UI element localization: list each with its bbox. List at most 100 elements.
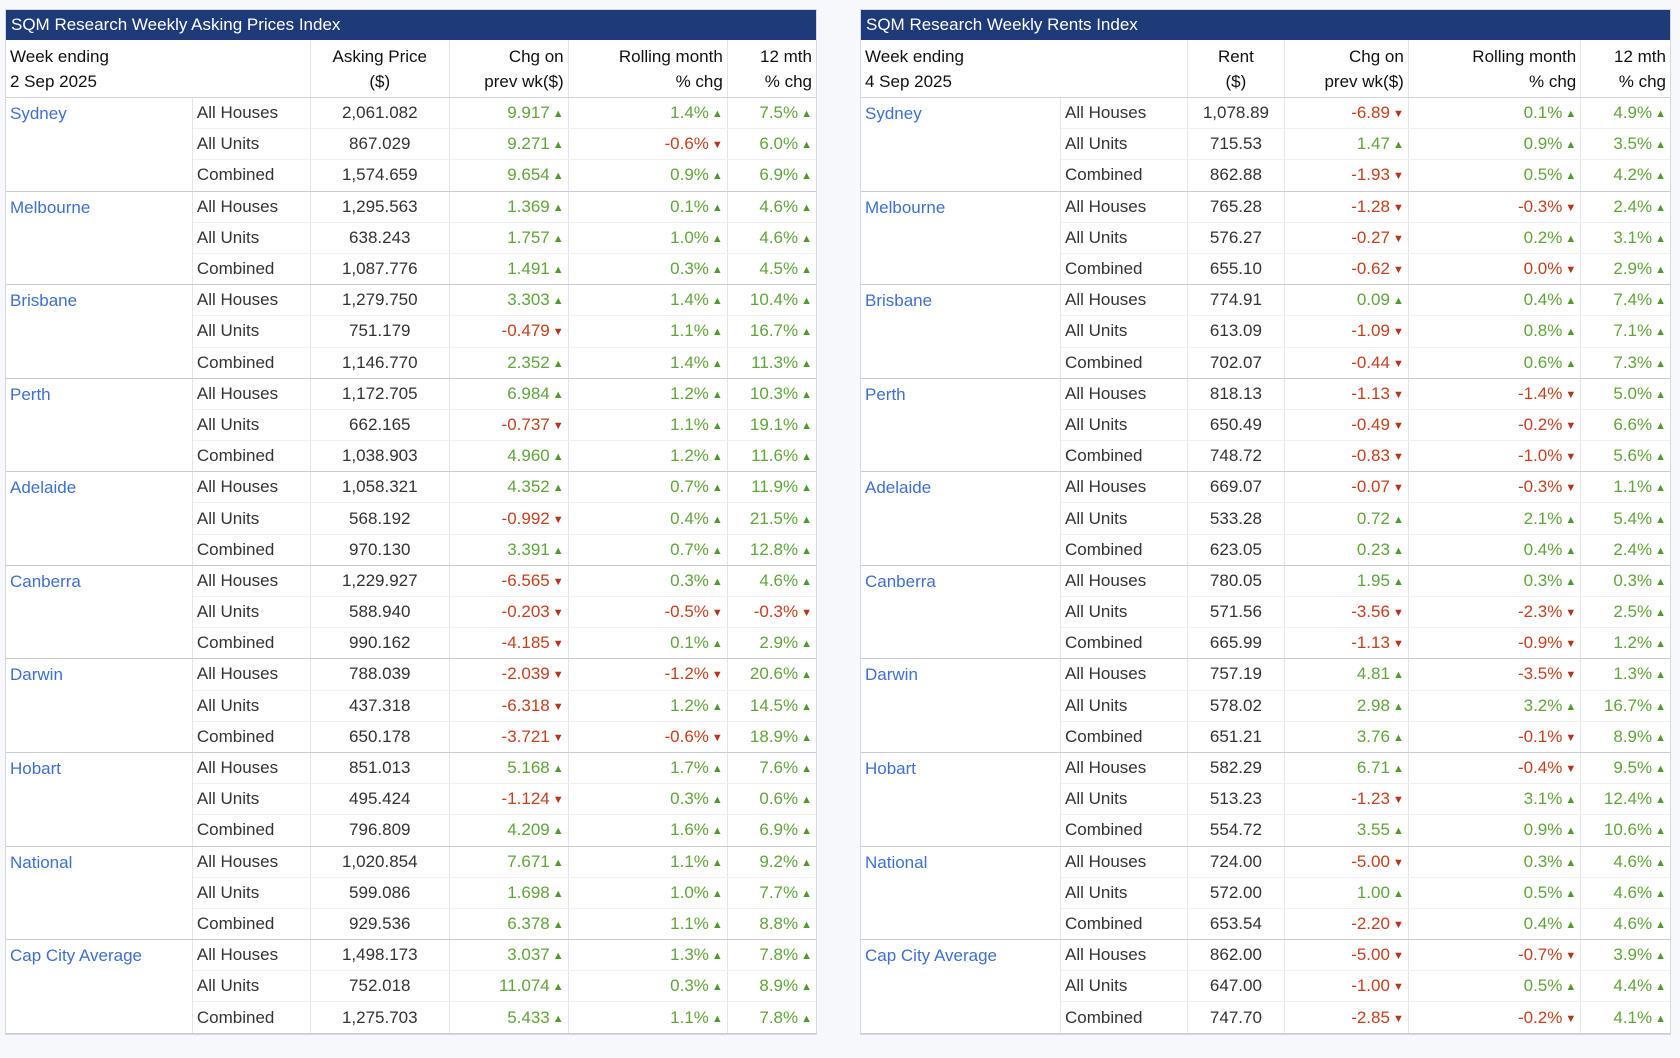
twelve-month-change-value: 20.6%: [749, 664, 799, 684]
index-value: 1,295.563: [310, 191, 450, 223]
table-row: All Units 613.09 -1.09 ▼ 0.8% ▲ 7.1% ▲: [861, 315, 1670, 348]
index-value: 757.19: [1187, 658, 1285, 691]
index-value: 990.162: [310, 627, 450, 660]
table-row: Darwin All Houses 757.19 4.81 ▲ -3.5% ▼ 1.3% ▲: [861, 658, 1670, 753]
rolling-month-change-value: 0.1%: [670, 633, 709, 653]
city-link[interactable]: Melbourne: [861, 191, 1061, 286]
city-link[interactable]: Canberra: [861, 565, 1061, 660]
city-link[interactable]: National: [861, 846, 1061, 941]
weekly-change-value: -0.203: [501, 602, 550, 622]
table-row: National All Houses 1,020.854 7.671 ▲ 1.1% ▲ 9.…: [6, 846, 816, 941]
dwelling-type: Combined: [192, 253, 311, 286]
city-link[interactable]: Canberra: [6, 565, 193, 660]
triangle-down-icon: ▼: [711, 731, 723, 744]
triangle-up-icon: ▲: [801, 170, 812, 183]
weekly-change-value: -2.039: [501, 664, 550, 684]
twelve-month-change: 7.3% ▲: [1580, 347, 1670, 379]
rolling-month-change: -0.2% ▼: [1408, 1001, 1582, 1034]
city-link[interactable]: Cap City Average: [861, 939, 1061, 1034]
city-link[interactable]: National: [6, 846, 193, 941]
triangle-up-icon: ▲: [711, 357, 723, 370]
city-link[interactable]: Sydney: [861, 97, 1061, 192]
weekly-change-value: 6.378: [507, 913, 550, 933]
table-row: Cap City Average All Houses 862.00 -5.00 ▼ -0…: [861, 939, 1670, 1034]
triangle-up-icon: ▲: [711, 794, 723, 807]
triangle-down-icon: ▼: [552, 700, 564, 713]
dwelling-type: Combined: [192, 534, 311, 566]
weekly-change: 0.72 ▲: [1284, 502, 1409, 535]
table-row: All Units 572.00 1.00 ▲ 0.5% ▲ 4.6% ▲: [861, 877, 1670, 909]
table-row: Adelaide All Houses 1,058.321 4.352 ▲ 0.7% ▲ 11…: [6, 471, 816, 566]
weekly-change-value: 3.55: [1356, 820, 1390, 840]
twelve-month-change-value: 10.3%: [749, 383, 799, 403]
triangle-up-icon: ▲: [1655, 139, 1666, 152]
triangle-down-icon: ▼: [552, 513, 564, 526]
triangle-up-icon: ▲: [711, 638, 723, 651]
index-value: 970.130: [310, 534, 450, 566]
rolling-month-change-value: -0.6%: [664, 134, 709, 154]
twelve-month-change: 5.0% ▲: [1580, 378, 1670, 410]
triangle-up-icon: ▲: [1655, 1012, 1666, 1025]
triangle-up-icon: ▲: [1565, 794, 1577, 807]
city-link[interactable]: Brisbane: [861, 284, 1061, 379]
twelve-month-change-value: 4.5%: [759, 259, 799, 279]
city-link[interactable]: Perth: [861, 378, 1061, 473]
index-value: 662.165: [310, 409, 450, 442]
city-link[interactable]: Cap City Average: [6, 939, 193, 1034]
table-row: Hobart All Houses 851.013 5.168 ▲ 1.7% ▲ 7.6% ▲: [6, 752, 816, 847]
weekly-change-value: -2.85: [1351, 1007, 1390, 1027]
rolling-month-change: 1.1% ▲: [568, 1001, 728, 1034]
city-link[interactable]: Darwin: [6, 658, 193, 753]
triangle-up-icon: ▲: [1655, 856, 1666, 869]
dwelling-type: All Units: [192, 315, 311, 348]
triangle-up-icon: ▲: [1565, 170, 1577, 183]
twelve-month-change-value: 4.6%: [1613, 851, 1653, 871]
table-row: All Units 599.086 1.698 ▲ 1.0% ▲ 7.7% ▲: [6, 877, 816, 909]
asking-prices-panel: SQM Research Weekly Asking Prices Index …: [5, 9, 817, 1035]
dwelling-type: All Units: [1060, 690, 1189, 722]
city-link[interactable]: Sydney: [6, 97, 193, 192]
rolling-month-change-value: 1.1%: [670, 913, 709, 933]
triangle-up-icon: ▲: [801, 232, 812, 245]
dwelling-type: Combined: [1060, 908, 1189, 941]
triangle-up-icon: ▲: [552, 825, 564, 838]
weekly-change-value: 1.47: [1356, 134, 1390, 154]
table-row: Combined 702.07 -0.44 ▼ 0.6% ▲ 7.3% ▲: [861, 347, 1670, 379]
city-link[interactable]: Perth: [6, 378, 193, 473]
triangle-up-icon: ▲: [801, 794, 812, 807]
triangle-up-icon: ▲: [801, 295, 812, 308]
city-link[interactable]: Brisbane: [6, 284, 193, 379]
triangle-down-icon: ▼: [1392, 482, 1404, 495]
rolling-month-change-value: 0.0%: [1523, 259, 1563, 279]
triangle-up-icon: ▲: [1565, 232, 1577, 245]
index-value: 653.54: [1187, 908, 1285, 941]
triangle-down-icon: ▼: [1392, 981, 1404, 994]
rolling-month-change-value: 1.1%: [670, 851, 709, 871]
city-link[interactable]: Adelaide: [6, 471, 193, 566]
city-link[interactable]: Adelaide: [861, 471, 1061, 566]
triangle-up-icon: ▲: [1655, 918, 1666, 931]
weekly-change-value: -1.13: [1351, 633, 1390, 653]
weekly-change-value: 0.09: [1356, 290, 1390, 310]
city-link[interactable]: Hobart: [6, 752, 193, 847]
weekly-change-value: -1.93: [1351, 165, 1390, 185]
rolling-month-change: 1.0% ▲: [568, 222, 728, 254]
city-link[interactable]: Darwin: [861, 658, 1061, 753]
triangle-up-icon: ▲: [552, 887, 564, 900]
table-row: Combined 1,146.770 2.352 ▲ 1.4% ▲ 11.3% ▲: [6, 347, 816, 379]
city-link[interactable]: Hobart: [861, 752, 1061, 847]
table-row: Combined 1,574.659 9.654 ▲ 0.9% ▲ 6.9% ▲: [6, 159, 816, 192]
weekly-change: 1.698 ▲: [449, 877, 569, 909]
index-value: 796.809: [310, 814, 450, 847]
index-value: 623.05: [1187, 534, 1285, 566]
index-value: 576.27: [1187, 222, 1285, 254]
weekly-change: -1.23 ▼: [1284, 783, 1409, 816]
triangle-up-icon: ▲: [552, 763, 564, 776]
table-row: Combined 623.05 0.23 ▲ 0.4% ▲ 2.4% ▲: [861, 534, 1670, 566]
table-row: Brisbane All Houses 774.91 0.09 ▲ 0.4% ▲ 7.4% ▲: [861, 284, 1670, 379]
index-value: 862.88: [1187, 159, 1285, 192]
city-link[interactable]: Melbourne: [6, 191, 193, 286]
triangle-up-icon: ▲: [711, 326, 723, 339]
twelve-month-change: 11.9% ▲: [727, 471, 816, 504]
dwelling-type: All Houses: [192, 284, 311, 317]
